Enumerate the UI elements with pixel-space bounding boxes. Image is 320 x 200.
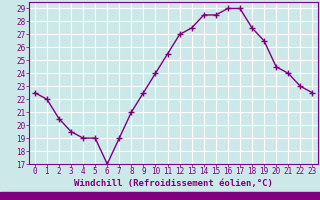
X-axis label: Windchill (Refroidissement éolien,°C): Windchill (Refroidissement éolien,°C) [74, 179, 273, 188]
